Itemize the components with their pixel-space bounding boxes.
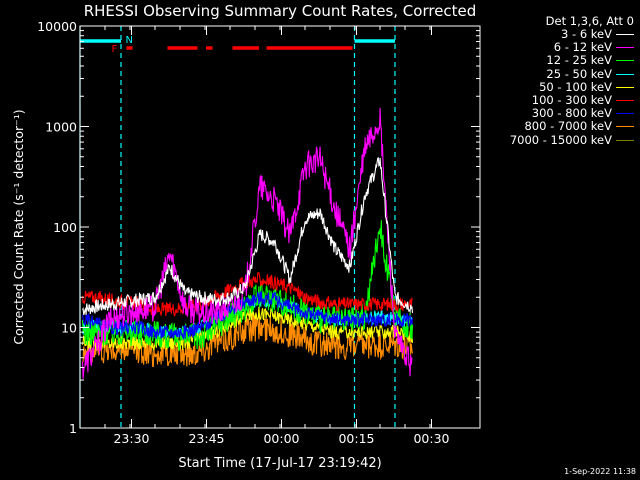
- legend-swatch: [616, 73, 634, 75]
- legend-label: 7000 - 15000 keV: [509, 132, 612, 147]
- series-line: [81, 291, 414, 341]
- y-tick-label: 1: [69, 421, 77, 436]
- x-axis-label: Start Time (17-Jul-17 23:19:42): [178, 456, 381, 471]
- legend-entry: 6 - 12 keV: [474, 40, 634, 55]
- legend-label: 3 - 6 keV: [561, 27, 612, 41]
- x-tick-label: 00:30: [413, 431, 449, 446]
- legend-label: 800 - 7000 keV: [524, 119, 612, 134]
- flag-label-n: N: [126, 35, 133, 46]
- series-line: [81, 107, 413, 379]
- x-tick-label: 00:00: [263, 431, 299, 446]
- x-tick-label: 23:30: [113, 431, 149, 446]
- legend-title: Det 1,3,6, Att 0: [545, 14, 634, 28]
- legend-label: 12 - 25 keV: [546, 53, 612, 68]
- y-tick-label: 1000: [45, 120, 77, 135]
- legend-swatch: [616, 47, 634, 49]
- x-tick-label: 23:45: [188, 431, 224, 446]
- chart-title: RHESSI Observing Summary Count Rates, Co…: [84, 2, 477, 20]
- legend-swatch: [616, 113, 634, 115]
- plot-area: FN: [79, 26, 414, 428]
- y-tick-label: 10: [61, 321, 77, 336]
- legend-entry: 100 - 300 keV: [474, 92, 634, 107]
- legend-entries: 3 - 6 keV 6 - 12 keV 12 - 25 keV 25 - 50 ke…: [474, 27, 634, 147]
- legend-entry: 50 - 100 keV: [474, 79, 634, 94]
- legend-swatch: [616, 126, 634, 128]
- legend-entry: 800 - 7000 keV: [474, 120, 634, 133]
- legend-swatch: [616, 139, 634, 141]
- plot-frame: [79, 25, 481, 429]
- series-line: [82, 156, 414, 316]
- legend-entry: 25 - 50 keV: [474, 66, 634, 81]
- legend-label: 300 - 800 keV: [531, 106, 612, 121]
- legend-swatch: [616, 86, 634, 88]
- legend-swatch: [616, 60, 634, 62]
- legend-entry: 3 - 6 keV: [474, 27, 634, 41]
- legend-label: 100 - 300 keV: [531, 92, 612, 107]
- legend-entry: 300 - 800 keV: [474, 106, 634, 121]
- legend-swatch: [616, 100, 634, 102]
- plot-timestamp: 1-Sep-2022 11:38: [564, 467, 636, 476]
- legend-entry: 12 - 25 keV: [474, 54, 634, 67]
- legend-swatch: [616, 34, 634, 36]
- y-axis-label: Corrected Count Rate (s⁻¹ detector⁻¹): [11, 109, 26, 344]
- legend-label: 25 - 50 keV: [546, 66, 612, 81]
- legend-label: 6 - 12 keV: [553, 40, 612, 55]
- x-tick-label: 00:15: [338, 431, 374, 446]
- y-tick-label: 100: [53, 220, 77, 235]
- y-tick-label: 10000: [37, 19, 77, 34]
- legend-entry: 7000 - 15000 keV: [474, 132, 634, 147]
- legend: Det 1,3,6, Att 0 3 - 6 keV 6 - 12 keV 12 -…: [474, 14, 634, 147]
- flag-label-f: F: [112, 44, 118, 55]
- legend-label: 50 - 100 keV: [539, 79, 612, 94]
